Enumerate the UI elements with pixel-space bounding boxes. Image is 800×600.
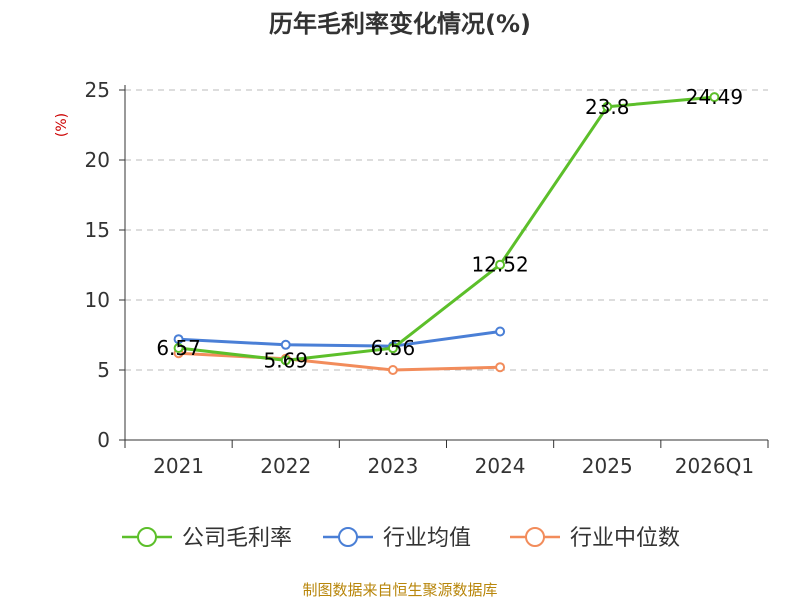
series-1-point-2022 [280, 339, 291, 350]
data-label-2022: 5.69 [263, 348, 308, 372]
y-tick-label-25: 25 [85, 78, 110, 102]
x-tick-label-2024: 2024 [475, 454, 526, 478]
y-tick-label-15: 15 [85, 218, 110, 242]
x-tick-label-2025: 2025 [582, 454, 633, 478]
series-0-point-2026Q1 [709, 92, 720, 103]
legend-marker-2 [525, 527, 545, 547]
data-label-2025: 23.8 [585, 95, 630, 119]
series-1-point-2024 [495, 326, 506, 337]
series-0-point-2021 [173, 343, 184, 354]
series-0-point-2025 [602, 101, 613, 112]
y-tick-label-20: 20 [85, 148, 110, 172]
grid-layer [125, 89, 768, 371]
series-0-point-2024 [495, 259, 506, 270]
data-label-2021: 6.57 [156, 336, 201, 360]
x-tick-label-2023: 2023 [367, 454, 418, 478]
chart-title: 历年毛利率变化情况(%) [269, 10, 531, 38]
legend-label-1: 行业均值 [383, 526, 471, 551]
series-line-0 [178, 95, 715, 362]
series-line-2 [178, 351, 501, 372]
legend-marker-1 [338, 527, 358, 547]
legend-marker-0 [137, 527, 157, 547]
x-tick-label-2021: 2021 [153, 454, 204, 478]
legend: 公司毛利率 行业均值 行业中位数 [122, 526, 680, 551]
series-2-point-2024 [495, 362, 506, 373]
series-line-1 [178, 330, 501, 348]
legend-label-2: 行业中位数 [570, 526, 680, 551]
series-layer [173, 92, 720, 375]
series-0-point-2023 [387, 343, 398, 354]
data-label-2023: 6.56 [371, 336, 416, 360]
data-label-layer: 6.57 5.69 6.56 12.52 23.8 24.49 [156, 85, 743, 372]
series-2-point-2023 [387, 365, 398, 375]
y-tick-label-5: 5 [97, 358, 110, 382]
data-label-2024: 12.52 [471, 253, 528, 277]
data-label-2026Q1: 24.49 [686, 85, 743, 109]
y-tick-label-0: 0 [97, 428, 110, 452]
y-tick-label-10: 10 [85, 288, 110, 312]
legend-label-0: 公司毛利率 [182, 526, 292, 551]
series-0-point-2022 [280, 355, 291, 366]
x-tick-label-2022: 2022 [260, 454, 311, 478]
x-tick-label-2026Q1: 2026Q1 [675, 454, 754, 478]
source-note: 制图数据来自恒生聚源数据库 [302, 581, 497, 599]
y-axis-label: (%) [54, 113, 70, 137]
